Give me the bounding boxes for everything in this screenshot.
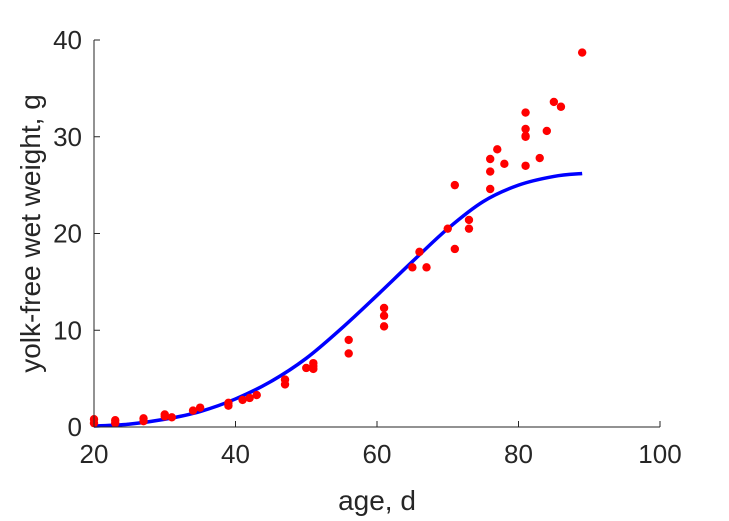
data-point bbox=[224, 401, 233, 410]
data-point bbox=[521, 124, 530, 134]
data-point bbox=[245, 393, 254, 403]
data-point bbox=[521, 161, 530, 170]
data-point bbox=[464, 224, 474, 233]
data-point bbox=[493, 145, 502, 154]
data-point bbox=[486, 184, 495, 194]
data-point bbox=[486, 167, 495, 176]
data-point bbox=[111, 418, 120, 428]
y-tick-label: 40 bbox=[53, 25, 82, 55]
data-point bbox=[450, 244, 460, 254]
data-point bbox=[167, 413, 177, 422]
x-ticks: 20 40 60 80 100 bbox=[80, 421, 682, 469]
data-point bbox=[188, 406, 198, 415]
axes-layer: 20 40 60 80 100 0 10 20 30 40 bbox=[53, 25, 682, 469]
data-point bbox=[450, 180, 460, 190]
data-point bbox=[280, 380, 290, 389]
data-point bbox=[344, 335, 353, 345]
data-point bbox=[422, 263, 431, 272]
series-layer bbox=[89, 48, 587, 428]
x-axis-label: age, d bbox=[338, 485, 416, 516]
data-point bbox=[521, 108, 530, 117]
data-point bbox=[379, 303, 389, 313]
data-point bbox=[139, 416, 148, 426]
y-tick-label: 30 bbox=[53, 122, 82, 152]
x-tick-label: 60 bbox=[363, 439, 392, 469]
fit-curve bbox=[93, 171, 583, 428]
data-point bbox=[542, 126, 551, 136]
data-point bbox=[379, 311, 389, 320]
x-tick-label: 100 bbox=[638, 439, 681, 469]
data-point bbox=[344, 349, 353, 358]
data-point bbox=[408, 263, 417, 272]
data-point bbox=[443, 224, 452, 233]
data-point bbox=[302, 363, 311, 373]
data-point bbox=[556, 102, 566, 111]
x-tick-label: 20 bbox=[80, 439, 109, 469]
data-point bbox=[309, 361, 318, 371]
data-point bbox=[500, 159, 509, 169]
y-ticks: 0 10 20 30 40 bbox=[53, 25, 100, 442]
data-point bbox=[252, 390, 261, 400]
y-tick-label: 0 bbox=[68, 412, 82, 442]
data-point bbox=[486, 154, 495, 164]
y-tick-label: 20 bbox=[53, 219, 82, 249]
data-point bbox=[160, 412, 169, 421]
data-point bbox=[521, 131, 530, 140]
data-point bbox=[379, 322, 389, 331]
x-tick-label: 40 bbox=[221, 439, 250, 469]
data-point bbox=[535, 153, 544, 163]
data-point bbox=[549, 97, 559, 107]
data-point bbox=[577, 48, 587, 57]
y-tick-label: 10 bbox=[53, 315, 82, 345]
data-point bbox=[464, 215, 474, 225]
y-axis-label: yolk-free wet weight, g bbox=[15, 94, 46, 373]
data-point bbox=[195, 403, 205, 412]
data-point bbox=[415, 247, 424, 257]
x-tick-label: 80 bbox=[504, 439, 533, 469]
data-point bbox=[238, 395, 247, 405]
